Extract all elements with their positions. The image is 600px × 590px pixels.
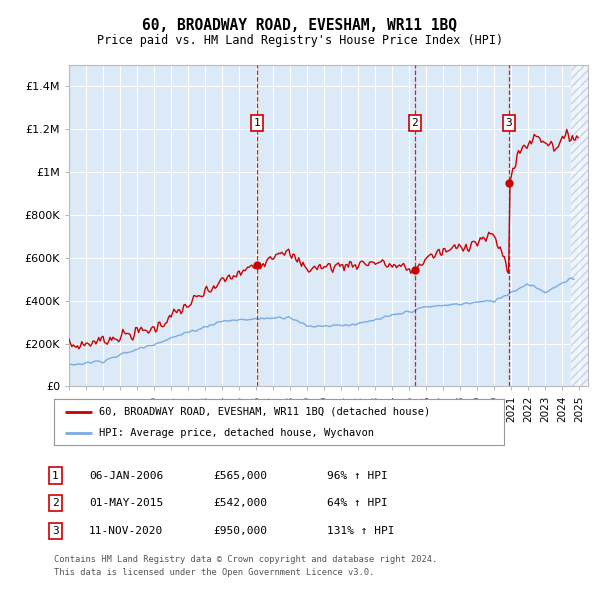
Text: HPI: Average price, detached house, Wychavon: HPI: Average price, detached house, Wych… xyxy=(99,428,374,438)
Bar xyxy=(571,65,588,386)
Text: 06-JAN-2006: 06-JAN-2006 xyxy=(89,471,163,480)
Text: Contains HM Land Registry data © Crown copyright and database right 2024.: Contains HM Land Registry data © Crown c… xyxy=(54,555,437,564)
Text: £565,000: £565,000 xyxy=(213,471,267,480)
Text: This data is licensed under the Open Government Licence v3.0.: This data is licensed under the Open Gov… xyxy=(54,568,374,577)
Text: 64% ↑ HPI: 64% ↑ HPI xyxy=(327,499,388,508)
Text: 131% ↑ HPI: 131% ↑ HPI xyxy=(327,526,395,536)
Text: 60, BROADWAY ROAD, EVESHAM, WR11 1BQ (detached house): 60, BROADWAY ROAD, EVESHAM, WR11 1BQ (de… xyxy=(99,407,430,417)
Text: 60, BROADWAY ROAD, EVESHAM, WR11 1BQ: 60, BROADWAY ROAD, EVESHAM, WR11 1BQ xyxy=(143,18,458,34)
Text: 1: 1 xyxy=(253,118,260,128)
Text: Price paid vs. HM Land Registry's House Price Index (HPI): Price paid vs. HM Land Registry's House … xyxy=(97,34,503,47)
Text: 3: 3 xyxy=(506,118,512,128)
Text: 3: 3 xyxy=(52,526,59,536)
Text: 11-NOV-2020: 11-NOV-2020 xyxy=(89,526,163,536)
Text: £542,000: £542,000 xyxy=(213,499,267,508)
Bar xyxy=(571,65,588,386)
Text: 2: 2 xyxy=(412,118,418,128)
Text: £950,000: £950,000 xyxy=(213,526,267,536)
Text: 96% ↑ HPI: 96% ↑ HPI xyxy=(327,471,388,480)
Text: 1: 1 xyxy=(52,471,59,480)
Text: 01-MAY-2015: 01-MAY-2015 xyxy=(89,499,163,508)
Text: 2: 2 xyxy=(52,499,59,508)
